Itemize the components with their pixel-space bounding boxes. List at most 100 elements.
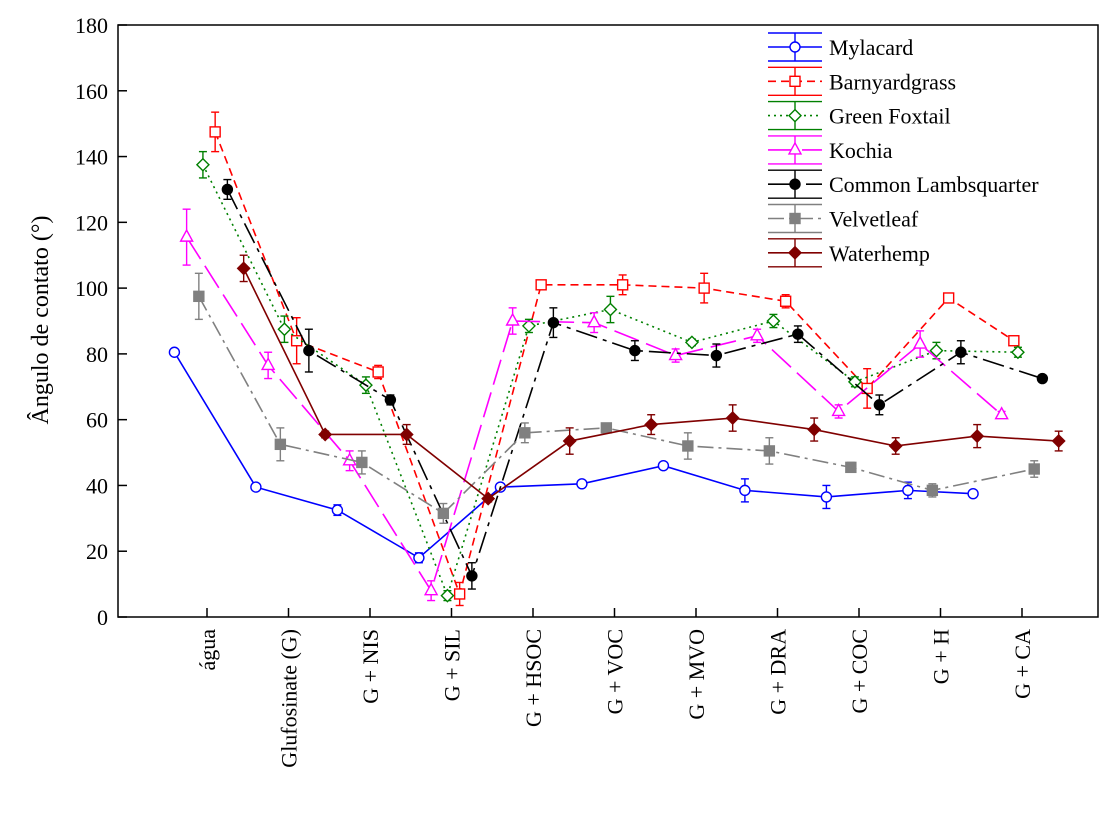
series-line — [214, 131, 1015, 597]
series-velvetleaf — [193, 272, 1040, 524]
data-point — [616, 279, 629, 291]
data-point — [1010, 345, 1025, 360]
legend-item: Green Foxtail — [768, 100, 951, 131]
plot-border — [117, 24, 1099, 618]
data-point — [970, 429, 985, 444]
y-tick-label: 60 — [86, 408, 108, 433]
legend-label: Kochia — [829, 138, 893, 163]
x-category-label: água — [195, 629, 220, 671]
data-point — [505, 312, 520, 326]
data-point — [399, 427, 414, 442]
data-point — [535, 279, 547, 291]
data-point — [519, 427, 531, 439]
legend-item: Kochia — [768, 135, 893, 165]
legend-item: Velvetleaf — [768, 203, 919, 234]
series-layer — [168, 111, 1066, 607]
data-point — [789, 41, 801, 53]
data-point — [466, 570, 478, 582]
data-point — [1008, 335, 1020, 347]
data-point — [725, 411, 740, 426]
data-point — [384, 394, 397, 406]
data-point — [250, 481, 262, 493]
data-point — [788, 245, 802, 260]
data-point — [792, 328, 804, 340]
y-tick-label: 160 — [75, 79, 108, 104]
data-point — [763, 445, 776, 457]
x-category-label: G + HSOC — [521, 629, 546, 727]
plot-frame — [117, 24, 1099, 618]
legend: Mylacard Barnyardgrass Green Foxtail Kochia… — [768, 32, 1039, 268]
data-point — [547, 316, 560, 329]
data-point — [195, 157, 210, 172]
legend-label: Barnyardgrass — [829, 69, 956, 94]
data-point — [955, 346, 967, 358]
data-point — [236, 261, 251, 276]
data-point — [423, 582, 439, 596]
y-axis-title: Ângulo de contato (°) — [28, 216, 54, 425]
data-point — [789, 212, 801, 225]
data-point — [168, 346, 181, 358]
data-point — [372, 366, 384, 378]
x-category-label: G + MVO — [684, 629, 709, 720]
y-tick-label: 0 — [97, 605, 108, 630]
data-point — [644, 417, 659, 432]
y-tick-label: 80 — [86, 342, 108, 367]
data-point — [1051, 434, 1066, 449]
data-point — [847, 374, 862, 389]
data-point — [576, 478, 588, 490]
y-tick-label: 100 — [75, 276, 108, 301]
data-point — [766, 314, 781, 328]
x-category-label: G + VOC — [603, 629, 628, 714]
x-category-label: G + DRA — [766, 629, 791, 715]
data-point — [698, 282, 710, 294]
y-tick-label: 20 — [86, 539, 108, 564]
legend-item: Barnyardgrass — [768, 66, 956, 97]
data-point — [657, 460, 670, 472]
data-point — [521, 318, 536, 333]
x-category-label: G + CA — [1010, 629, 1035, 699]
data-point — [787, 141, 803, 155]
y-tick-label: 120 — [75, 210, 108, 235]
series-line — [226, 189, 1043, 579]
data-point — [845, 461, 857, 474]
data-point — [586, 314, 602, 328]
data-point — [603, 302, 618, 317]
data-point — [413, 552, 425, 564]
legend-item: Waterhemp — [768, 238, 930, 268]
legend-label: Green Foxtail — [829, 104, 951, 129]
data-point — [807, 422, 822, 437]
data-point — [437, 507, 450, 520]
x-category-label: G + H — [929, 629, 954, 684]
data-point — [789, 178, 801, 190]
data-point — [1028, 463, 1040, 475]
data-point — [788, 108, 802, 123]
series-line — [198, 295, 1035, 515]
data-point — [739, 484, 751, 497]
data-point — [260, 356, 276, 371]
data-point — [789, 75, 801, 88]
data-point — [831, 402, 846, 417]
data-point — [629, 344, 641, 357]
data-point — [942, 292, 955, 304]
series-green-foxtail — [195, 150, 1025, 603]
x-category-label: G + SIL — [440, 629, 465, 701]
data-point — [221, 183, 234, 196]
legend-label: Velvetleaf — [829, 207, 919, 232]
data-point — [562, 434, 577, 449]
data-point — [749, 327, 765, 341]
data-point — [926, 484, 939, 497]
data-point — [356, 456, 368, 469]
data-point — [888, 438, 903, 453]
data-point — [209, 126, 221, 138]
x-category-label: Glufosinate (G) — [277, 629, 302, 768]
legend-label: Waterhemp — [829, 241, 930, 266]
data-point — [600, 422, 613, 434]
data-point — [684, 335, 699, 350]
data-point — [682, 440, 694, 452]
data-point — [303, 344, 315, 357]
data-point — [912, 335, 928, 349]
data-point — [820, 491, 833, 503]
data-point — [929, 343, 944, 358]
series-mylacard — [168, 346, 979, 564]
